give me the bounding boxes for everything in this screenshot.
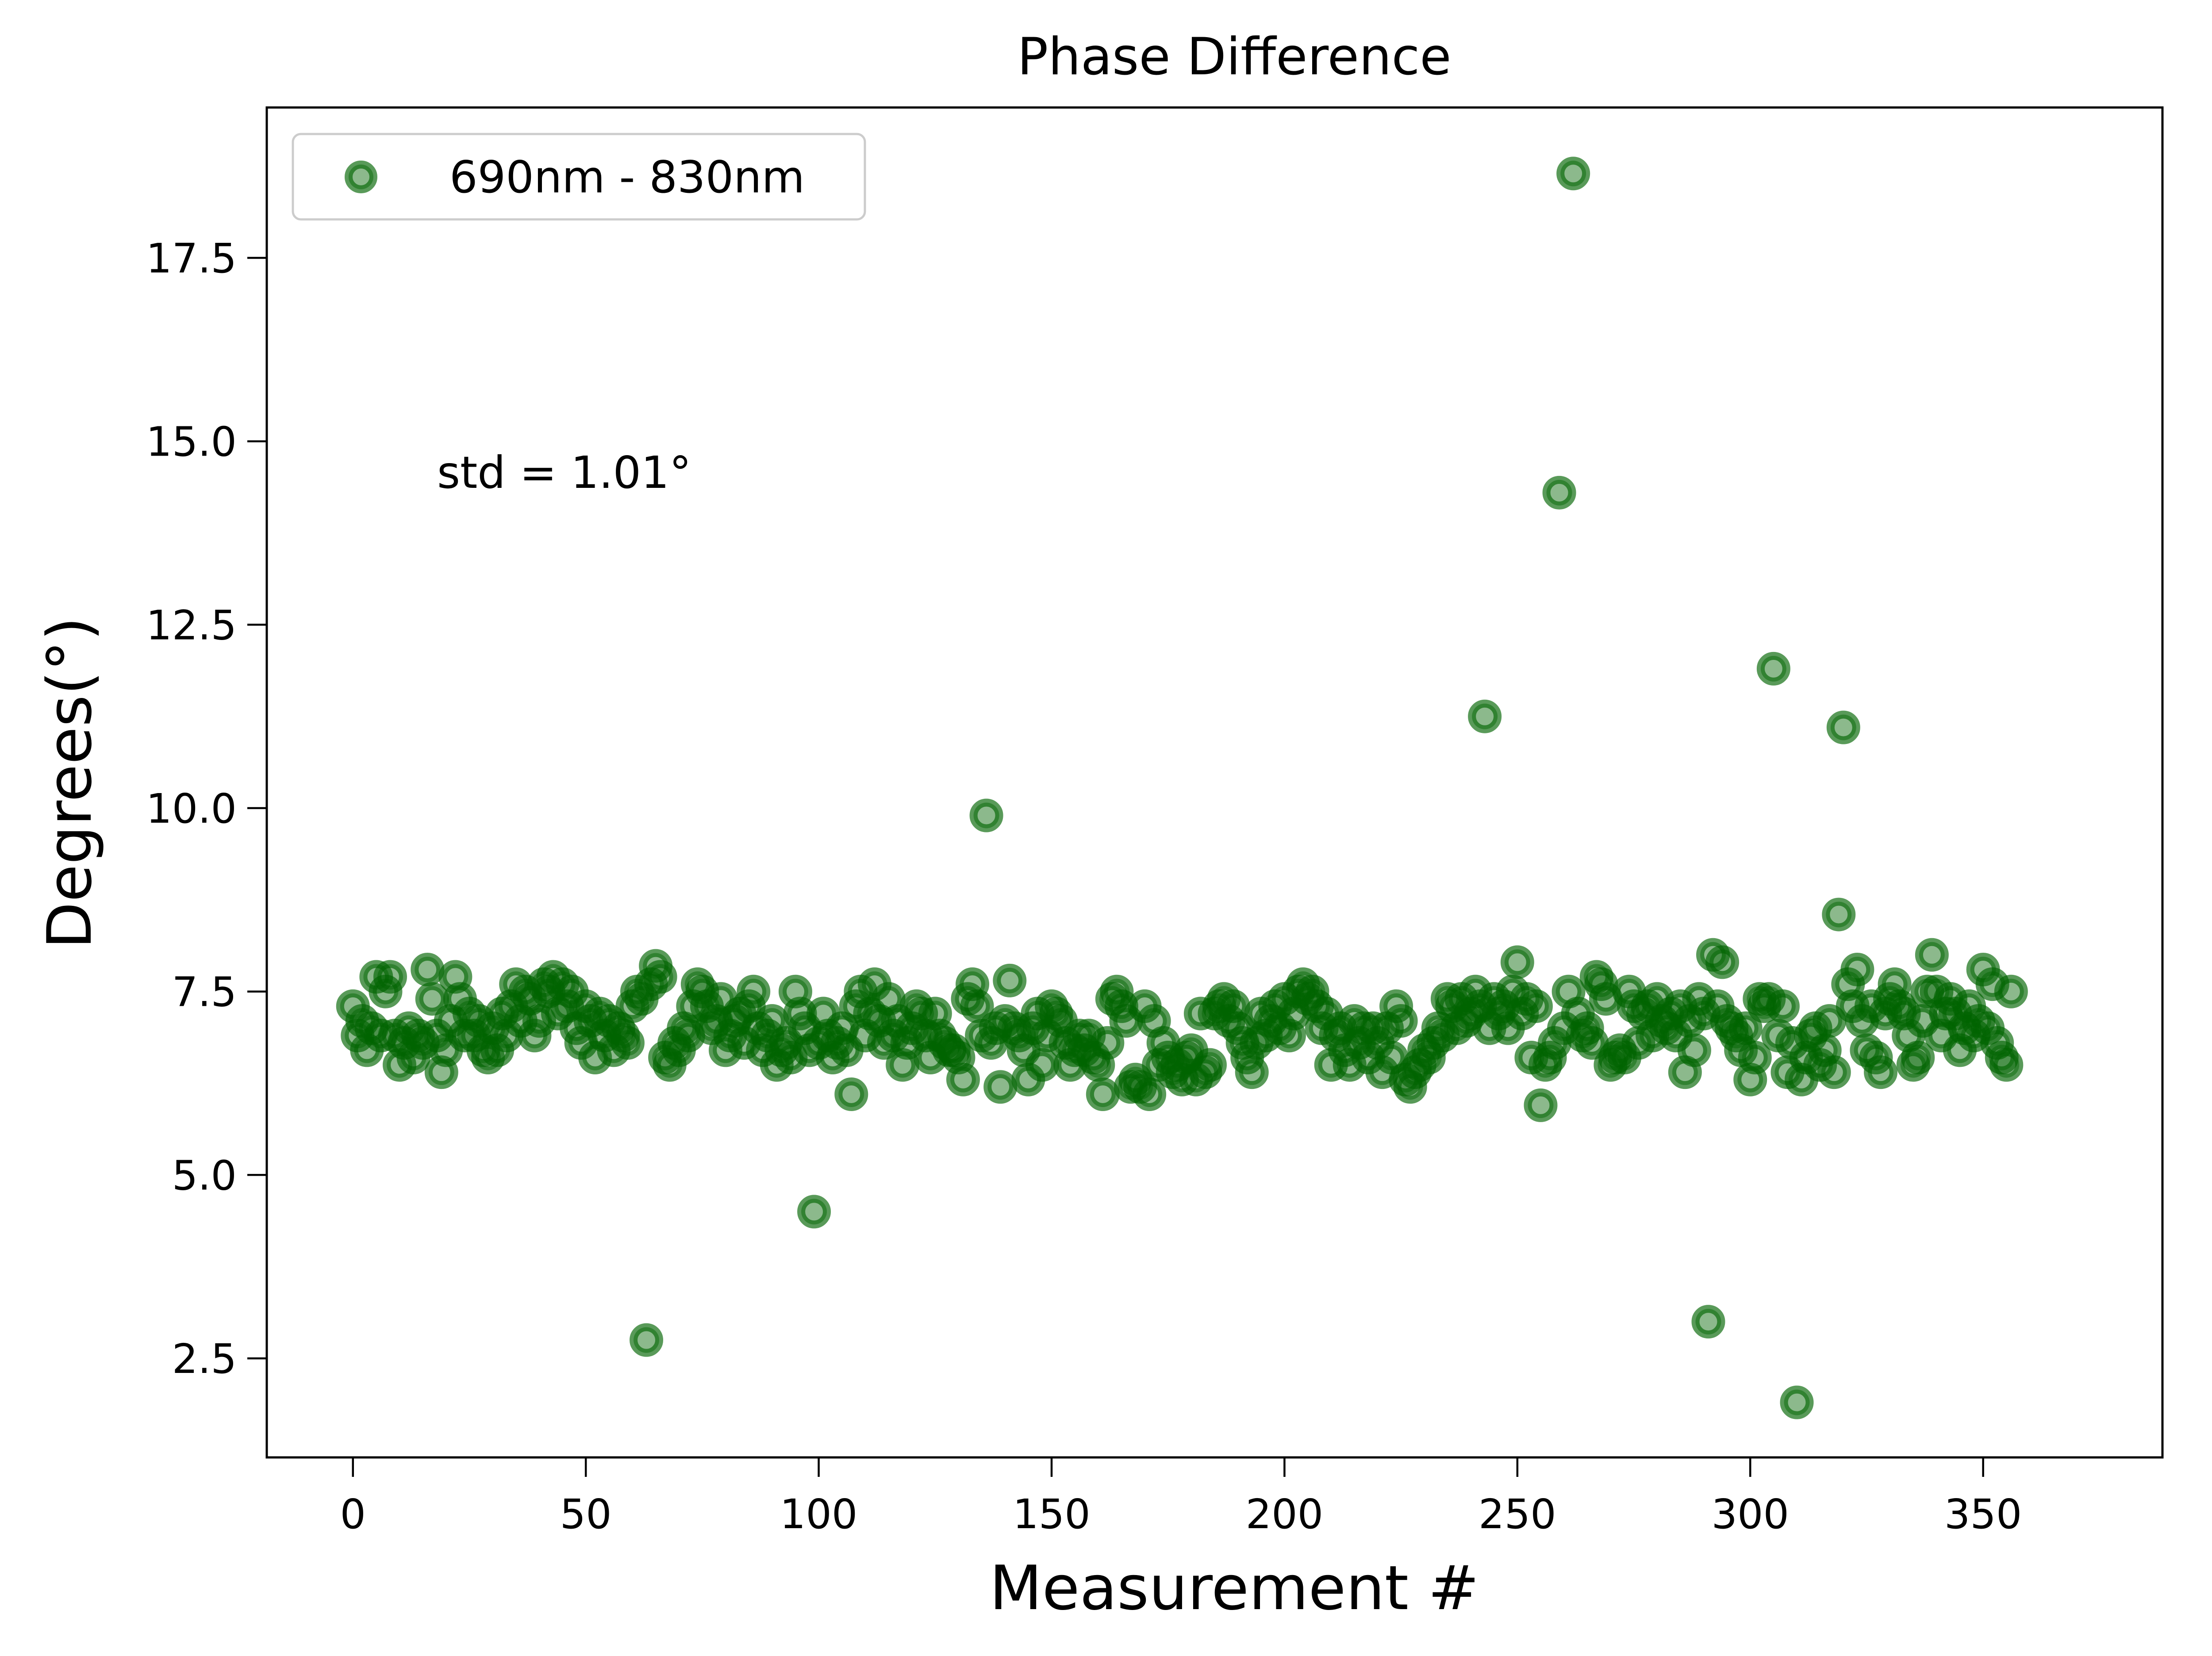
- data-point: [1813, 1004, 1847, 1038]
- x-tick-label: 50: [560, 1491, 612, 1538]
- x-tick-label: 250: [1479, 1491, 1556, 1538]
- data-point: [1826, 710, 1860, 744]
- data-point: [411, 952, 445, 986]
- x-tick-label: 200: [1246, 1491, 1324, 1538]
- data-point: [1542, 475, 1576, 510]
- y-tick-label: 15.0: [146, 418, 237, 466]
- data-point: [1705, 945, 1740, 979]
- data-point: [1677, 1033, 1711, 1067]
- data-point: [1817, 1055, 1851, 1089]
- x-tick-label: 300: [1711, 1491, 1789, 1538]
- x-tick-label: 350: [1944, 1491, 2022, 1538]
- data-point: [1691, 1305, 1725, 1339]
- data-point: [993, 963, 1027, 997]
- data-point: [983, 1070, 1018, 1104]
- data-point: [1756, 652, 1790, 686]
- data-point: [960, 989, 994, 1023]
- data-point: [1915, 938, 1949, 972]
- y-axis-ticks: 2.5 5.0 7.5 10.0 12.5 15.0 17.5: [146, 235, 267, 1383]
- data-points-layer: [336, 157, 2028, 1419]
- y-axis-label: Degrees(°): [34, 617, 105, 949]
- data-point: [1822, 897, 1856, 932]
- data-point: [1728, 1011, 1763, 1045]
- data-point: [1519, 989, 1553, 1023]
- data-point: [1901, 1041, 1935, 1075]
- legend-box: [292, 133, 866, 221]
- x-tick-label: 0: [340, 1491, 366, 1538]
- data-point: [1500, 945, 1534, 979]
- y-tick-label: 5.0: [172, 1152, 237, 1199]
- y-tick-label: 12.5: [146, 602, 237, 649]
- data-point: [737, 974, 771, 1008]
- data-point: [1556, 157, 1590, 191]
- y-tick-label: 17.5: [146, 235, 237, 282]
- std-annotation: std = 1.01°: [437, 447, 691, 498]
- data-point: [1840, 952, 1874, 986]
- data-point: [1864, 1055, 1898, 1089]
- legend: 690nm - 830nm: [292, 133, 866, 221]
- data-point: [1780, 1385, 1814, 1419]
- data-point: [1384, 1004, 1418, 1038]
- y-tick-label: 2.5: [172, 1335, 237, 1383]
- data-point: [373, 960, 407, 994]
- data-point: [969, 798, 1003, 832]
- data-point: [643, 960, 677, 994]
- data-point: [611, 1026, 645, 1060]
- data-point: [630, 1323, 664, 1357]
- data-point: [1193, 1048, 1227, 1082]
- data-point: [1235, 1055, 1269, 1089]
- data-point: [1738, 1041, 1772, 1075]
- x-axis-label: Measurement #: [990, 1552, 1479, 1624]
- chart-title: Phase Difference: [1017, 27, 1451, 87]
- data-point: [1766, 989, 1800, 1023]
- x-tick-label: 100: [780, 1491, 858, 1538]
- data-point: [1989, 1048, 2024, 1082]
- y-tick-label: 10.0: [146, 785, 237, 832]
- data-point: [1133, 1077, 1167, 1111]
- data-point: [1086, 1077, 1120, 1111]
- data-point: [1994, 974, 2028, 1008]
- data-point: [797, 1195, 831, 1229]
- data-point: [1091, 1026, 1125, 1060]
- data-point: [1468, 699, 1502, 733]
- data-point: [946, 1062, 980, 1096]
- y-tick-label: 7.5: [172, 969, 237, 1016]
- x-axis-ticks: 0 50 100 150 200 250 300 350: [340, 1457, 2022, 1538]
- legend-marker-icon: [345, 161, 377, 193]
- x-tick-label: 150: [1013, 1491, 1091, 1538]
- data-point: [1025, 1048, 1059, 1082]
- data-point: [834, 1077, 868, 1111]
- data-point: [1524, 1088, 1558, 1122]
- plot-area-frame: [265, 106, 2164, 1459]
- legend-label: 690nm - 830nm: [449, 151, 805, 203]
